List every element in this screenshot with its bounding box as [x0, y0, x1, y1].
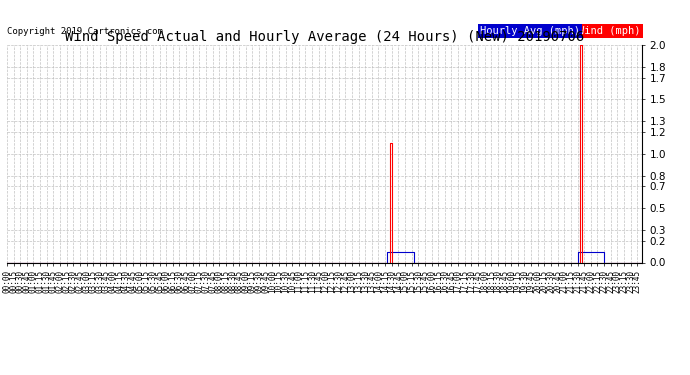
Title: Wind Speed Actual and Hourly Average (24 Hours) (New) 20190706: Wind Speed Actual and Hourly Average (24… — [65, 30, 584, 44]
Text: Hourly Avg (mph): Hourly Avg (mph) — [480, 26, 580, 36]
Text: Copyright 2019 Cartronics.com: Copyright 2019 Cartronics.com — [7, 27, 163, 36]
Text: Wind (mph): Wind (mph) — [578, 26, 640, 36]
